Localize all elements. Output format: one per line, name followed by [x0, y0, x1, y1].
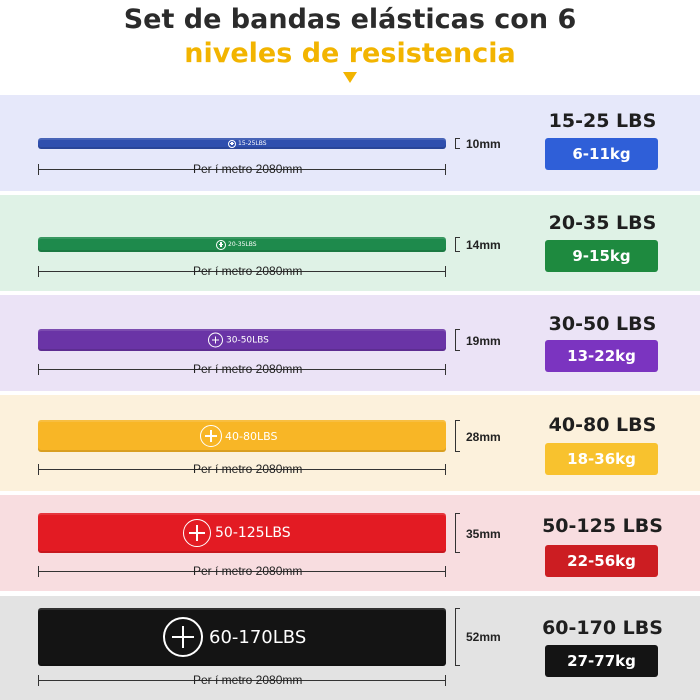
band-width-label: 52mm [466, 630, 501, 644]
perimeter-label: Per í metro 2080mm [193, 162, 303, 176]
perimeter-label: Per í metro 2080mm [193, 264, 303, 278]
width-bracket [455, 420, 460, 452]
resistance-band: 40-80LBS [38, 420, 446, 452]
perimeter-dimension: Per í metro 2080mm [38, 162, 446, 176]
kg-range-badge: 9-15kg [545, 240, 658, 272]
band-width-label: 14mm [466, 238, 501, 252]
resistance-band: 15-25LBS [38, 138, 446, 149]
dumbbell-icon [208, 332, 223, 348]
kg-range-badge: 13-22kg [545, 340, 658, 372]
width-bracket [455, 138, 460, 149]
perimeter-dimension: Per í metro 2080mm [38, 462, 446, 476]
kg-range-badge: 18-36kg [545, 443, 658, 475]
band-row-5: 50-125LBS 35mm Per í metro 2080mm 50-125… [0, 495, 700, 591]
title-line-2: niveles de resistencia [184, 38, 516, 69]
perimeter-dimension: Per í metro 2080mm [38, 264, 446, 278]
band-row-2: 20-35LBS 14mm Per í metro 2080mm 20-35 L… [0, 195, 700, 291]
band-row-1: 15-25LBS 10mm Per í metro 2080mm 15-25 L… [0, 95, 700, 191]
band-label-group: 20-35LBS [216, 239, 257, 250]
band-label-group: 50-125LBS [183, 519, 291, 547]
down-arrow-icon [343, 72, 357, 83]
perimeter-dimension: Per í metro 2080mm [38, 362, 446, 376]
band-resistance-label: 40-80LBS [225, 429, 278, 443]
kg-range-badge: 27-77kg [545, 645, 658, 677]
band-resistance-label: 50-125LBS [215, 525, 291, 541]
resistance-band: 30-50LBS [38, 329, 446, 351]
perimeter-label: Per í metro 2080mm [193, 564, 303, 578]
kg-range-badge: 22-56kg [545, 545, 658, 577]
resistance-band: 50-125LBS [38, 513, 446, 553]
perimeter-dimension: Per í metro 2080mm [38, 673, 446, 687]
band-width-label: 35mm [466, 527, 501, 541]
dumbbell-icon [183, 519, 211, 547]
perimeter-label: Per í metro 2080mm [193, 673, 303, 687]
band-label-group: 40-80LBS [200, 425, 277, 447]
perimeter-dimension: Per í metro 2080mm [38, 564, 446, 578]
dumbbell-icon [228, 139, 236, 148]
kg-range-badge: 6-11kg [545, 138, 658, 170]
dumbbell-icon [163, 617, 203, 657]
width-bracket [455, 237, 460, 252]
lbs-range: 30-50 LBS [548, 313, 657, 335]
band-row-3: 30-50LBS 19mm Per í metro 2080mm 30-50 L… [0, 295, 700, 391]
band-resistance-label: 15-25LBS [238, 140, 267, 147]
perimeter-label: Per í metro 2080mm [193, 462, 303, 476]
lbs-range: 20-35 LBS [548, 212, 657, 234]
band-width-label: 28mm [466, 430, 501, 444]
band-label-group: 30-50LBS [208, 332, 269, 348]
width-bracket [455, 513, 460, 553]
band-row-6: 60-170LBS 52mm Per í metro 2080mm 60-170… [0, 596, 700, 700]
band-resistance-label: 30-50LBS [226, 335, 269, 345]
resistance-band: 60-170LBS [38, 608, 446, 666]
dumbbell-icon [200, 425, 222, 447]
lbs-range: 50-125 LBS [542, 515, 663, 537]
band-width-label: 19mm [466, 334, 501, 348]
band-width-label: 10mm [466, 137, 501, 151]
lbs-range: 15-25 LBS [548, 110, 657, 132]
band-row-4: 40-80LBS 28mm Per í metro 2080mm 40-80 L… [0, 395, 700, 491]
band-resistance-label: 20-35LBS [228, 241, 257, 248]
dumbbell-icon [216, 239, 226, 250]
band-label-group: 15-25LBS [228, 139, 267, 148]
band-label-group: 60-170LBS [163, 617, 306, 657]
width-bracket [455, 608, 460, 666]
band-resistance-label: 60-170LBS [209, 626, 307, 648]
lbs-range: 60-170 LBS [542, 617, 663, 639]
resistance-band: 20-35LBS [38, 237, 446, 252]
title-line-1: Set de bandas elásticas con 6 [123, 4, 577, 35]
width-bracket [455, 329, 460, 351]
perimeter-label: Per í metro 2080mm [193, 362, 303, 376]
lbs-range: 40-80 LBS [548, 414, 657, 436]
